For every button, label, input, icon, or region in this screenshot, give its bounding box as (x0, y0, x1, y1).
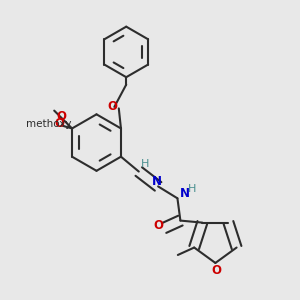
Text: O: O (108, 100, 118, 113)
Text: H: H (140, 159, 149, 169)
Text: methoxy: methoxy (26, 119, 71, 129)
Text: N: N (152, 176, 162, 188)
Text: O: O (212, 264, 222, 277)
Text: N: N (180, 187, 190, 200)
Text: O: O (54, 118, 64, 130)
Text: H: H (188, 184, 196, 194)
Text: O: O (154, 218, 164, 232)
Text: O: O (57, 110, 67, 123)
